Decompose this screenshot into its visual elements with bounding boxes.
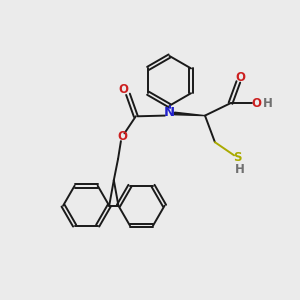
- Text: O: O: [251, 97, 261, 110]
- Text: S: S: [233, 151, 241, 164]
- Text: O: O: [119, 83, 129, 96]
- Text: O: O: [117, 130, 127, 143]
- Text: O: O: [236, 71, 246, 84]
- Text: H: H: [262, 97, 272, 110]
- Polygon shape: [174, 112, 204, 116]
- Text: N: N: [164, 106, 175, 118]
- Text: H: H: [235, 163, 245, 176]
